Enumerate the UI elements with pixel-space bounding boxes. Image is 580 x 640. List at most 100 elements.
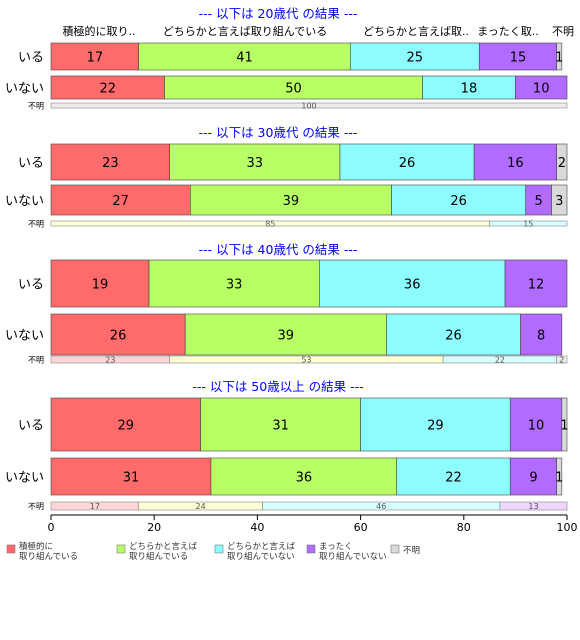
- bar-value-label: 1: [555, 51, 563, 66]
- bar-value-label: 2: [558, 156, 566, 171]
- bar-value-label: 3: [555, 194, 563, 209]
- bar-value-label: 10: [528, 419, 545, 434]
- legend-label: 取り組んでいる: [19, 551, 78, 562]
- bar-segment: [386, 313, 521, 356]
- bar-value-label: 26: [399, 156, 416, 171]
- x-tick-label: 80: [457, 521, 471, 534]
- unknown-value-label: 15: [523, 220, 533, 229]
- bar-value-label: 26: [110, 329, 127, 344]
- bar-segment: [520, 313, 563, 356]
- legend-label: 取り組んでいる: [129, 551, 188, 562]
- legend-swatch: [390, 544, 400, 554]
- header-label: どちらかと言えば取り組んでいる: [163, 25, 327, 38]
- unknown-row-label: 不明: [28, 502, 44, 511]
- bar-value-label: 9: [529, 471, 537, 486]
- bar-value-label: 22: [99, 82, 116, 97]
- bar-segment: [509, 397, 563, 452]
- unknown-value-label: 2: [559, 356, 564, 365]
- bar-value-label: 25: [407, 51, 424, 66]
- x-tick-label: 100: [557, 521, 578, 534]
- unknown-value-label: 85: [265, 220, 275, 229]
- bar-segment: [556, 457, 563, 496]
- bar-segment: [478, 42, 557, 71]
- bar-segment: [169, 143, 341, 181]
- bar-segment: [515, 75, 568, 100]
- bar-segment: [349, 42, 480, 71]
- bar-value-label: 36: [296, 471, 313, 486]
- legend-swatch: [6, 544, 16, 554]
- bar-segment: [561, 397, 568, 452]
- bar-value-label: 8: [537, 329, 545, 344]
- bar-segment: [50, 259, 150, 308]
- legend-label: 積極的に: [19, 541, 53, 552]
- unknown-value-label: 22: [495, 356, 505, 365]
- unknown-value-label: 23: [105, 356, 115, 365]
- legend-label: 不明: [403, 546, 420, 556]
- bar-value-label: 29: [427, 419, 444, 434]
- row-label: いる: [18, 51, 44, 66]
- unknown-segment: [499, 501, 568, 511]
- bar-value-label: 39: [278, 329, 295, 344]
- row-label: いない: [5, 194, 44, 209]
- x-tick-label: 60: [354, 521, 368, 534]
- bar-segment: [360, 397, 511, 452]
- bar-segment: [50, 313, 186, 356]
- bar-value-label: 33: [247, 156, 264, 171]
- legend-label: どちらかと言えば: [129, 541, 198, 552]
- row-label: いない: [5, 329, 44, 344]
- bar-value-label: 23: [102, 156, 119, 171]
- bar-segment: [50, 184, 191, 216]
- bar-value-label: 1: [555, 471, 563, 486]
- row-label: いない: [5, 82, 44, 97]
- legend-label: 取り組んでいない: [227, 551, 295, 562]
- bar-segment: [50, 397, 201, 452]
- bar-segment: [556, 42, 563, 71]
- unknown-value-label: 53: [301, 356, 311, 365]
- bar-value-label: 1: [560, 419, 568, 434]
- bar-segment: [504, 259, 568, 308]
- bar-value-label: 31: [123, 471, 140, 486]
- bar-value-label: 27: [112, 194, 129, 209]
- legend-swatch: [116, 544, 126, 554]
- bar-value-label: 10: [533, 82, 550, 97]
- bar-value-label: 22: [445, 471, 462, 486]
- group-title: --- 以下は 20歳代 の結果 ---: [199, 6, 358, 21]
- bar-value-label: 15: [510, 51, 527, 66]
- bar-value-label: 33: [226, 278, 243, 293]
- x-tick-label: 20: [147, 521, 161, 534]
- header-label: 不明: [552, 25, 574, 38]
- bar-value-label: 12: [528, 278, 545, 293]
- bar-value-label: 16: [507, 156, 524, 171]
- unknown-row-label: 不明: [28, 356, 44, 365]
- header-label: 積極的に取り..: [63, 24, 136, 38]
- row-label: いる: [18, 278, 44, 293]
- bar-value-label: 31: [272, 419, 289, 434]
- header-label: どちらかと言えば取..: [363, 25, 469, 38]
- bar-value-label: 5: [534, 194, 542, 209]
- unknown-row-label: 不明: [28, 220, 44, 229]
- row-label: いる: [18, 156, 44, 171]
- unknown-value-label: 13: [528, 502, 538, 511]
- row-label: いる: [18, 419, 44, 434]
- unknown-segment: [50, 102, 568, 109]
- legend-swatch: [306, 544, 316, 554]
- bar-segment: [190, 184, 392, 216]
- unknown-value-label: 24: [196, 502, 206, 511]
- bar-segment: [509, 457, 557, 496]
- unknown-row-label: 不明: [28, 102, 44, 111]
- bar-segment: [391, 184, 527, 216]
- unknown-segment: [556, 355, 568, 364]
- bar-segment: [473, 143, 557, 181]
- group-title: --- 以下は 30歳代 の結果 ---: [199, 125, 358, 140]
- group-title: --- 以下は 50歳以上 の結果 ---: [192, 379, 363, 394]
- legend-swatch: [214, 544, 224, 554]
- group-title: --- 以下は 40歳代 の結果 ---: [199, 242, 358, 257]
- legend-label: 取り組んでいない: [319, 551, 387, 562]
- unknown-segment: [489, 220, 568, 227]
- bar-segment: [138, 42, 351, 71]
- x-tick-label: 40: [250, 521, 264, 534]
- unknown-value-label: 100: [301, 102, 316, 111]
- bar-segment: [200, 397, 361, 452]
